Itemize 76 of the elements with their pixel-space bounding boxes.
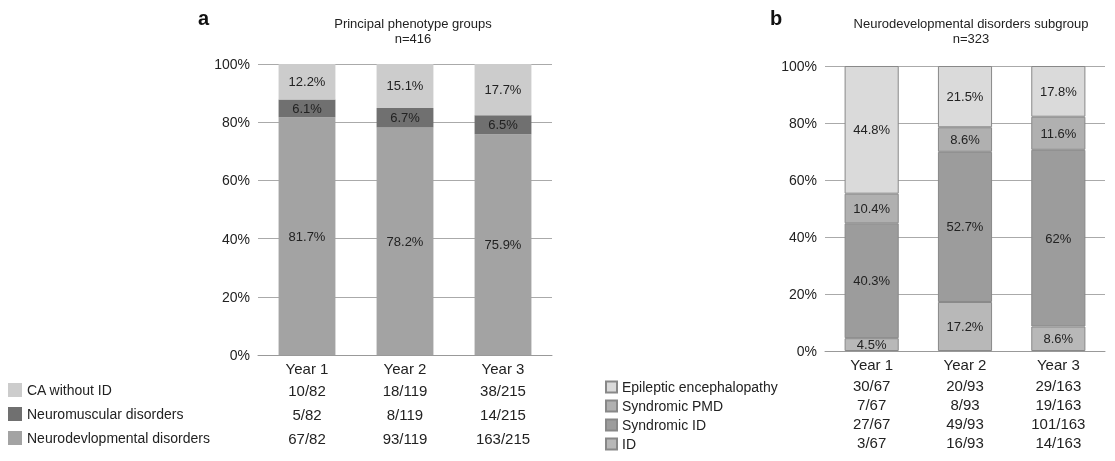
data-label: 75.9% (484, 237, 522, 253)
data-label: 81.7% (288, 228, 326, 244)
text: 27/67 (852, 415, 891, 432)
y-tick-label: 20% (788, 286, 817, 302)
text: 19/163 (1035, 396, 1082, 413)
text: 16/93 (946, 434, 984, 451)
data-label: 11.6% (1040, 125, 1077, 141)
chart-title: Principal phenotype groups (334, 16, 493, 31)
text: 93/119 (382, 429, 428, 447)
bar (278, 64, 336, 100)
data-label: 17.2% (946, 318, 984, 334)
y-tick-label: 40% (221, 230, 250, 247)
text: 14/215 (480, 405, 526, 423)
data-label: 17.7% (484, 82, 522, 98)
text: 163/215 (475, 429, 531, 447)
data-label: 62% (1045, 230, 1072, 246)
data-label: 78.2% (386, 233, 424, 249)
chart-subtitle: n=416 (394, 31, 432, 46)
data-label: 44.8% (853, 122, 891, 138)
y-tick-label: 60% (788, 172, 817, 188)
data-label: 4.5% (856, 337, 887, 353)
chart-title: Neurodevelopmental disorders subgroup (853, 16, 1089, 31)
text: 8/119 (386, 405, 424, 423)
bar (376, 64, 434, 108)
legend-label: Neuromuscular disorders (27, 406, 184, 422)
data-label: 8.6% (950, 132, 981, 148)
y-tick-label: 0% (229, 347, 250, 363)
text: 18/119 (382, 381, 428, 399)
text: 8/93 (950, 396, 980, 413)
data-label: 21.5% (946, 89, 984, 105)
text: b (770, 7, 783, 29)
y-tick-label: 80% (788, 115, 817, 131)
y-tick-label: 80% (221, 114, 250, 131)
bar (474, 64, 532, 116)
text: 101/163 (1031, 415, 1086, 432)
legend-label: Syndromic ID (622, 417, 707, 433)
text: 49/93 (946, 415, 984, 432)
x-tick-label: Year 3 (1036, 356, 1080, 373)
chart-subtitle: n=323 (952, 31, 990, 46)
data-label: 12.2% (288, 74, 326, 90)
x-tick-label: Year 2 (383, 360, 427, 377)
y-tick-label: 0% (796, 343, 817, 359)
x-tick-label: Year 3 (481, 360, 525, 377)
legend-label: Syndromic PMD (622, 398, 724, 414)
text: 30/67 (852, 377, 891, 394)
y-tick-label: 20% (221, 288, 250, 305)
text: 7/67 (857, 396, 887, 413)
y-tick-label: 100% (214, 56, 250, 72)
legend-label: CA without ID (27, 382, 112, 398)
text: 5/82 (292, 405, 322, 423)
text: a (198, 7, 210, 29)
data-label: 6.7% (390, 110, 421, 126)
data-label: 17.8% (1039, 83, 1078, 99)
data-label: 52.7% (946, 219, 984, 235)
text: 67/82 (288, 429, 326, 447)
x-tick-label: Year 2 (943, 356, 987, 373)
text: 3/67 (857, 434, 887, 451)
text: 20/93 (946, 377, 984, 394)
data-label: 10.4% (853, 201, 891, 216)
text: 10/82 (288, 381, 326, 399)
text: 38/215 (480, 381, 526, 399)
y-tick-label: 40% (788, 229, 817, 245)
legend-label: Neurodevlopmental disorders (27, 430, 210, 446)
data-label: 6.5% (488, 117, 519, 133)
x-tick-label: Year 1 (285, 360, 329, 377)
legend-label: ID (622, 436, 636, 452)
data-label: 40.3% (853, 273, 891, 289)
text: 14/163 (1035, 434, 1082, 451)
y-tick-label: 100% (781, 58, 817, 74)
text: 29/163 (1035, 377, 1082, 394)
data-label: 6.1% (292, 100, 323, 116)
legend-label: Epileptic encephalopathy (622, 379, 778, 395)
x-tick-label: Year 1 (850, 356, 894, 373)
data-label: 8.6% (1043, 331, 1074, 347)
data-label: 15.1% (386, 78, 424, 94)
y-tick-label: 60% (221, 172, 250, 189)
